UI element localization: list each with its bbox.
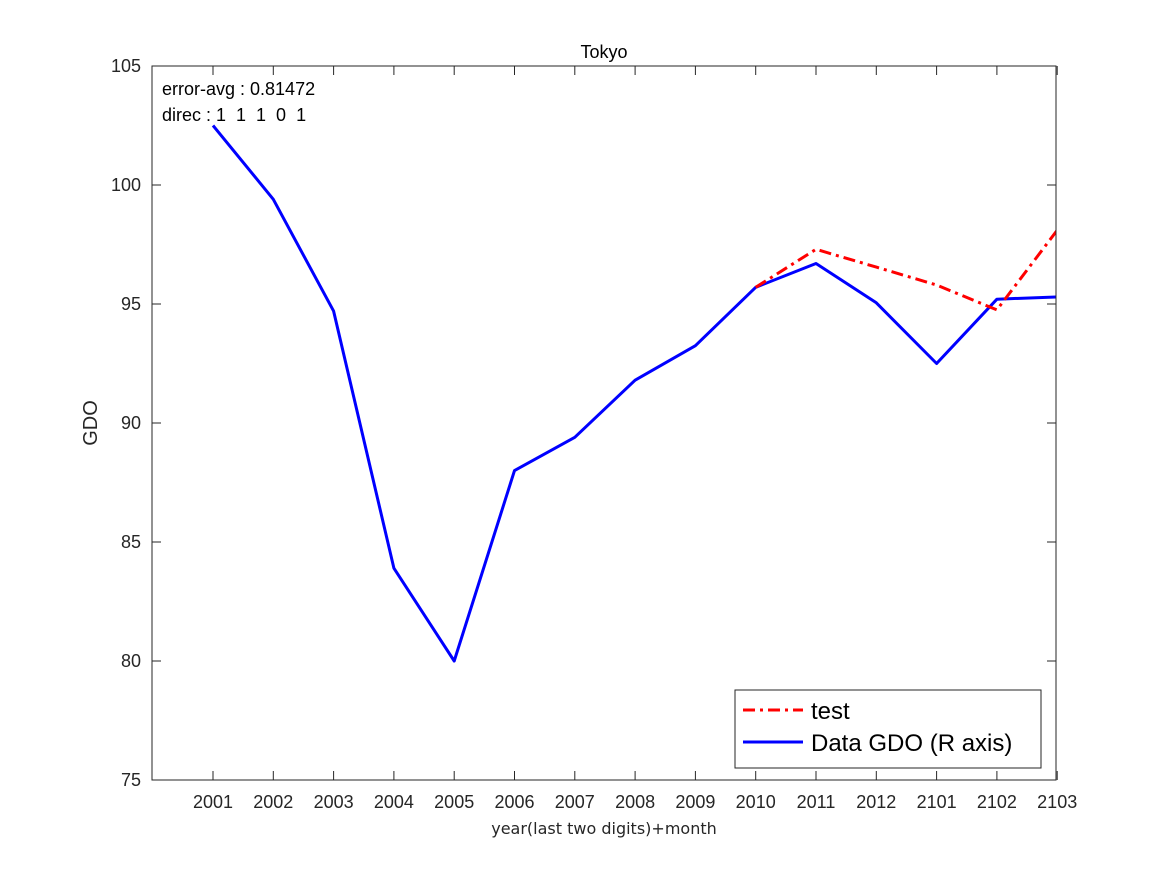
x-tick-label: 2008 (615, 792, 655, 812)
y-tick-label: 85 (121, 532, 141, 552)
x-tick-label: 2005 (434, 792, 474, 812)
series-line-data-gdo (211, 124, 1056, 663)
x-tick-label: 2011 (797, 792, 836, 812)
series-line-test (754, 229, 1056, 312)
y-tick-label: 100 (111, 175, 141, 195)
y-tick-label: 90 (121, 413, 141, 433)
y-axis-label: GDO (80, 400, 102, 446)
x-axis: 2001 2002 2003 2004 2005 2006 2007 2008 2009 2010… (193, 66, 1077, 812)
x-tick-label: 2007 (555, 792, 595, 812)
chart-title: Tokyo (580, 42, 627, 62)
x-tick-label: 2006 (494, 792, 534, 812)
y-axis: 75 80 85 90 95 100 105 (111, 56, 1056, 790)
direc-annotation: direc : 1 1 1 0 1 (162, 105, 306, 125)
y-tick-label: 75 (121, 770, 141, 790)
x-tick-label: 2102 (977, 792, 1017, 812)
x-tick-label: 2009 (675, 792, 715, 812)
y-tick-label: 105 (111, 56, 141, 76)
x-tick-label: 2003 (314, 792, 354, 812)
series-group (211, 124, 1056, 663)
x-tick-label: 2010 (736, 792, 776, 812)
y-tick-label: 80 (121, 651, 141, 671)
legend-label-data-gdo: Data GDO (R axis) (811, 730, 1012, 757)
legend: test Data GDO (R axis) (734, 689, 1042, 769)
x-tick-label: 2001 (193, 792, 233, 812)
x-tick-label: 2002 (253, 792, 293, 812)
x-tick-label: 2101 (917, 792, 957, 812)
x-tick-label: 2004 (374, 792, 414, 812)
plot-area (152, 66, 1056, 780)
x-axis-label: year(last two digits)+month (491, 819, 717, 838)
x-tick-label: 2012 (856, 792, 896, 812)
error-avg-annotation: error-avg : 0.81472 (162, 79, 315, 99)
legend-box (734, 689, 1042, 769)
legend-label-test: test (811, 698, 850, 725)
data-lines (211, 124, 1056, 663)
y-tick-label: 95 (121, 294, 141, 314)
x-tick-label: 2103 (1037, 792, 1077, 812)
